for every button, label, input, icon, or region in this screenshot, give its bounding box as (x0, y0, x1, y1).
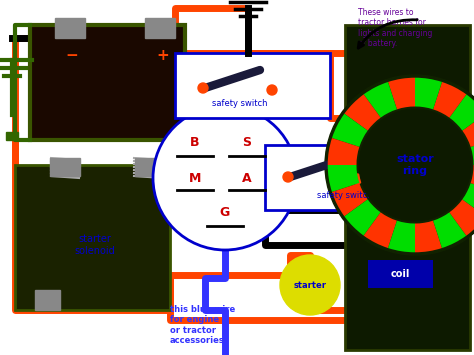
Text: coil: coil (391, 269, 410, 279)
Text: A: A (242, 171, 252, 185)
Bar (145, 18, 175, 38)
Wedge shape (462, 183, 474, 216)
Bar (135, 158, 165, 176)
Bar (175, 53, 330, 118)
Text: G: G (220, 207, 230, 219)
Text: S: S (243, 137, 252, 149)
Circle shape (283, 172, 293, 182)
Text: +: + (156, 48, 169, 62)
Wedge shape (415, 221, 442, 252)
Bar (15, 165, 170, 310)
Wedge shape (415, 78, 442, 109)
Text: starter
solenoid: starter solenoid (74, 234, 115, 256)
Bar (30, 25, 185, 140)
Bar (50, 158, 80, 176)
Wedge shape (433, 212, 466, 248)
Bar (265, 145, 420, 210)
Wedge shape (328, 165, 359, 192)
Text: starter: starter (293, 280, 327, 289)
Wedge shape (345, 200, 381, 236)
Circle shape (359, 109, 471, 221)
Wedge shape (332, 183, 368, 216)
Circle shape (153, 106, 297, 250)
Wedge shape (471, 165, 474, 192)
Text: −: − (65, 48, 78, 62)
Bar (6, 132, 18, 140)
Circle shape (352, 174, 362, 184)
Circle shape (325, 75, 474, 255)
Text: stator
ring: stator ring (396, 154, 434, 176)
Wedge shape (471, 138, 474, 165)
Bar (345, 25, 470, 350)
Circle shape (267, 85, 277, 95)
Wedge shape (345, 94, 381, 131)
Wedge shape (364, 212, 397, 248)
Wedge shape (449, 94, 474, 131)
Wedge shape (433, 82, 466, 118)
Text: These wires to
tractor harnes for
lights and charging
of battery.: These wires to tractor harnes for lights… (358, 8, 432, 48)
Wedge shape (332, 114, 368, 147)
Text: this blue wire
for engine
or tractor
accessories: this blue wire for engine or tractor acc… (170, 305, 235, 345)
Text: safety switch: safety switch (212, 98, 268, 108)
Wedge shape (449, 200, 474, 236)
Text: safety switch: safety switch (317, 191, 373, 200)
Bar (55, 18, 85, 38)
Wedge shape (388, 78, 415, 109)
Wedge shape (328, 138, 359, 165)
Circle shape (280, 255, 340, 315)
Text: B: B (190, 137, 200, 149)
Wedge shape (388, 221, 415, 252)
Wedge shape (364, 82, 397, 118)
Text: M: M (189, 171, 201, 185)
Bar (368, 260, 433, 288)
Circle shape (198, 83, 208, 93)
Bar (35, 290, 60, 310)
Wedge shape (462, 114, 474, 147)
